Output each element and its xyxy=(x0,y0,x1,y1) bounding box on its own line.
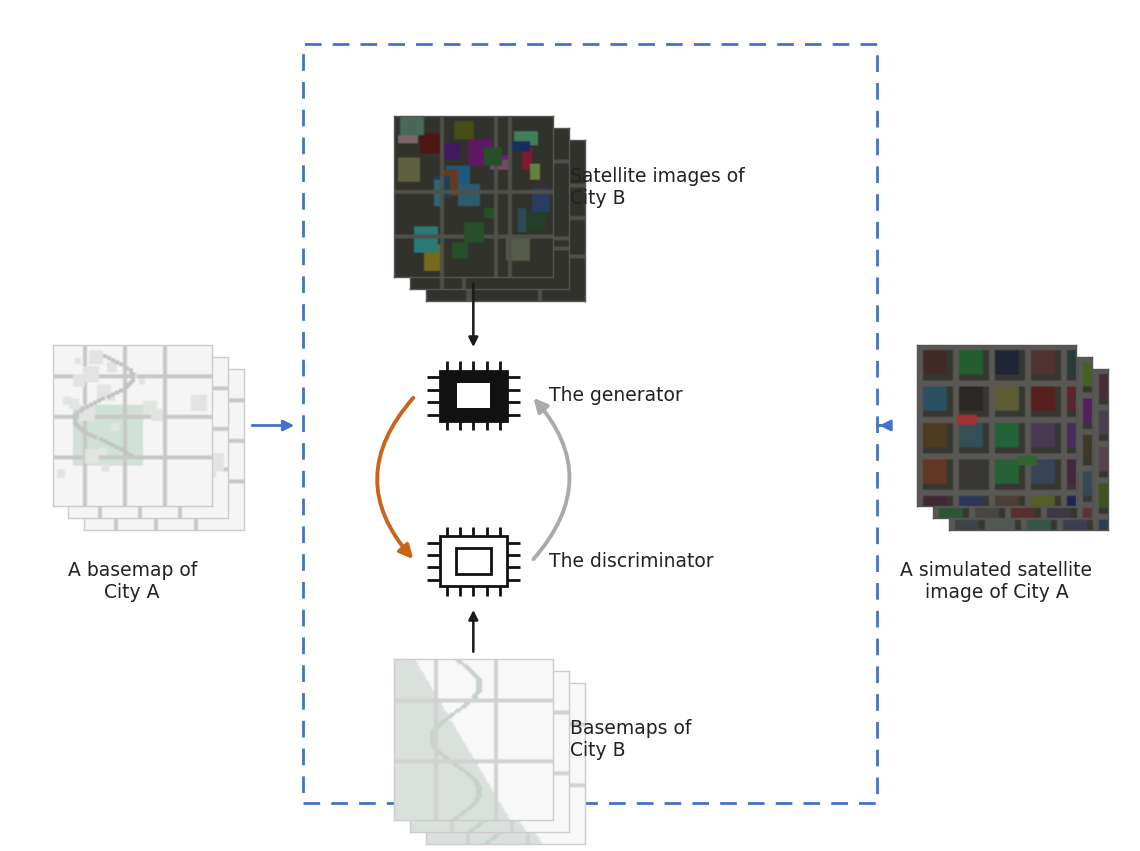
Text: The generator: The generator xyxy=(548,386,683,405)
Bar xyxy=(456,548,491,574)
Text: A basemap of
City A: A basemap of City A xyxy=(67,561,197,603)
Text: A simulated satellite
image of City A: A simulated satellite image of City A xyxy=(901,561,1092,603)
Bar xyxy=(440,371,507,420)
Bar xyxy=(303,43,877,803)
Text: Satellite images of
City B: Satellite images of City B xyxy=(570,168,744,208)
Text: Basemaps of
City B: Basemaps of City B xyxy=(570,719,691,760)
Bar xyxy=(457,383,490,408)
Text: The discriminator: The discriminator xyxy=(548,551,714,571)
Bar xyxy=(440,536,507,586)
